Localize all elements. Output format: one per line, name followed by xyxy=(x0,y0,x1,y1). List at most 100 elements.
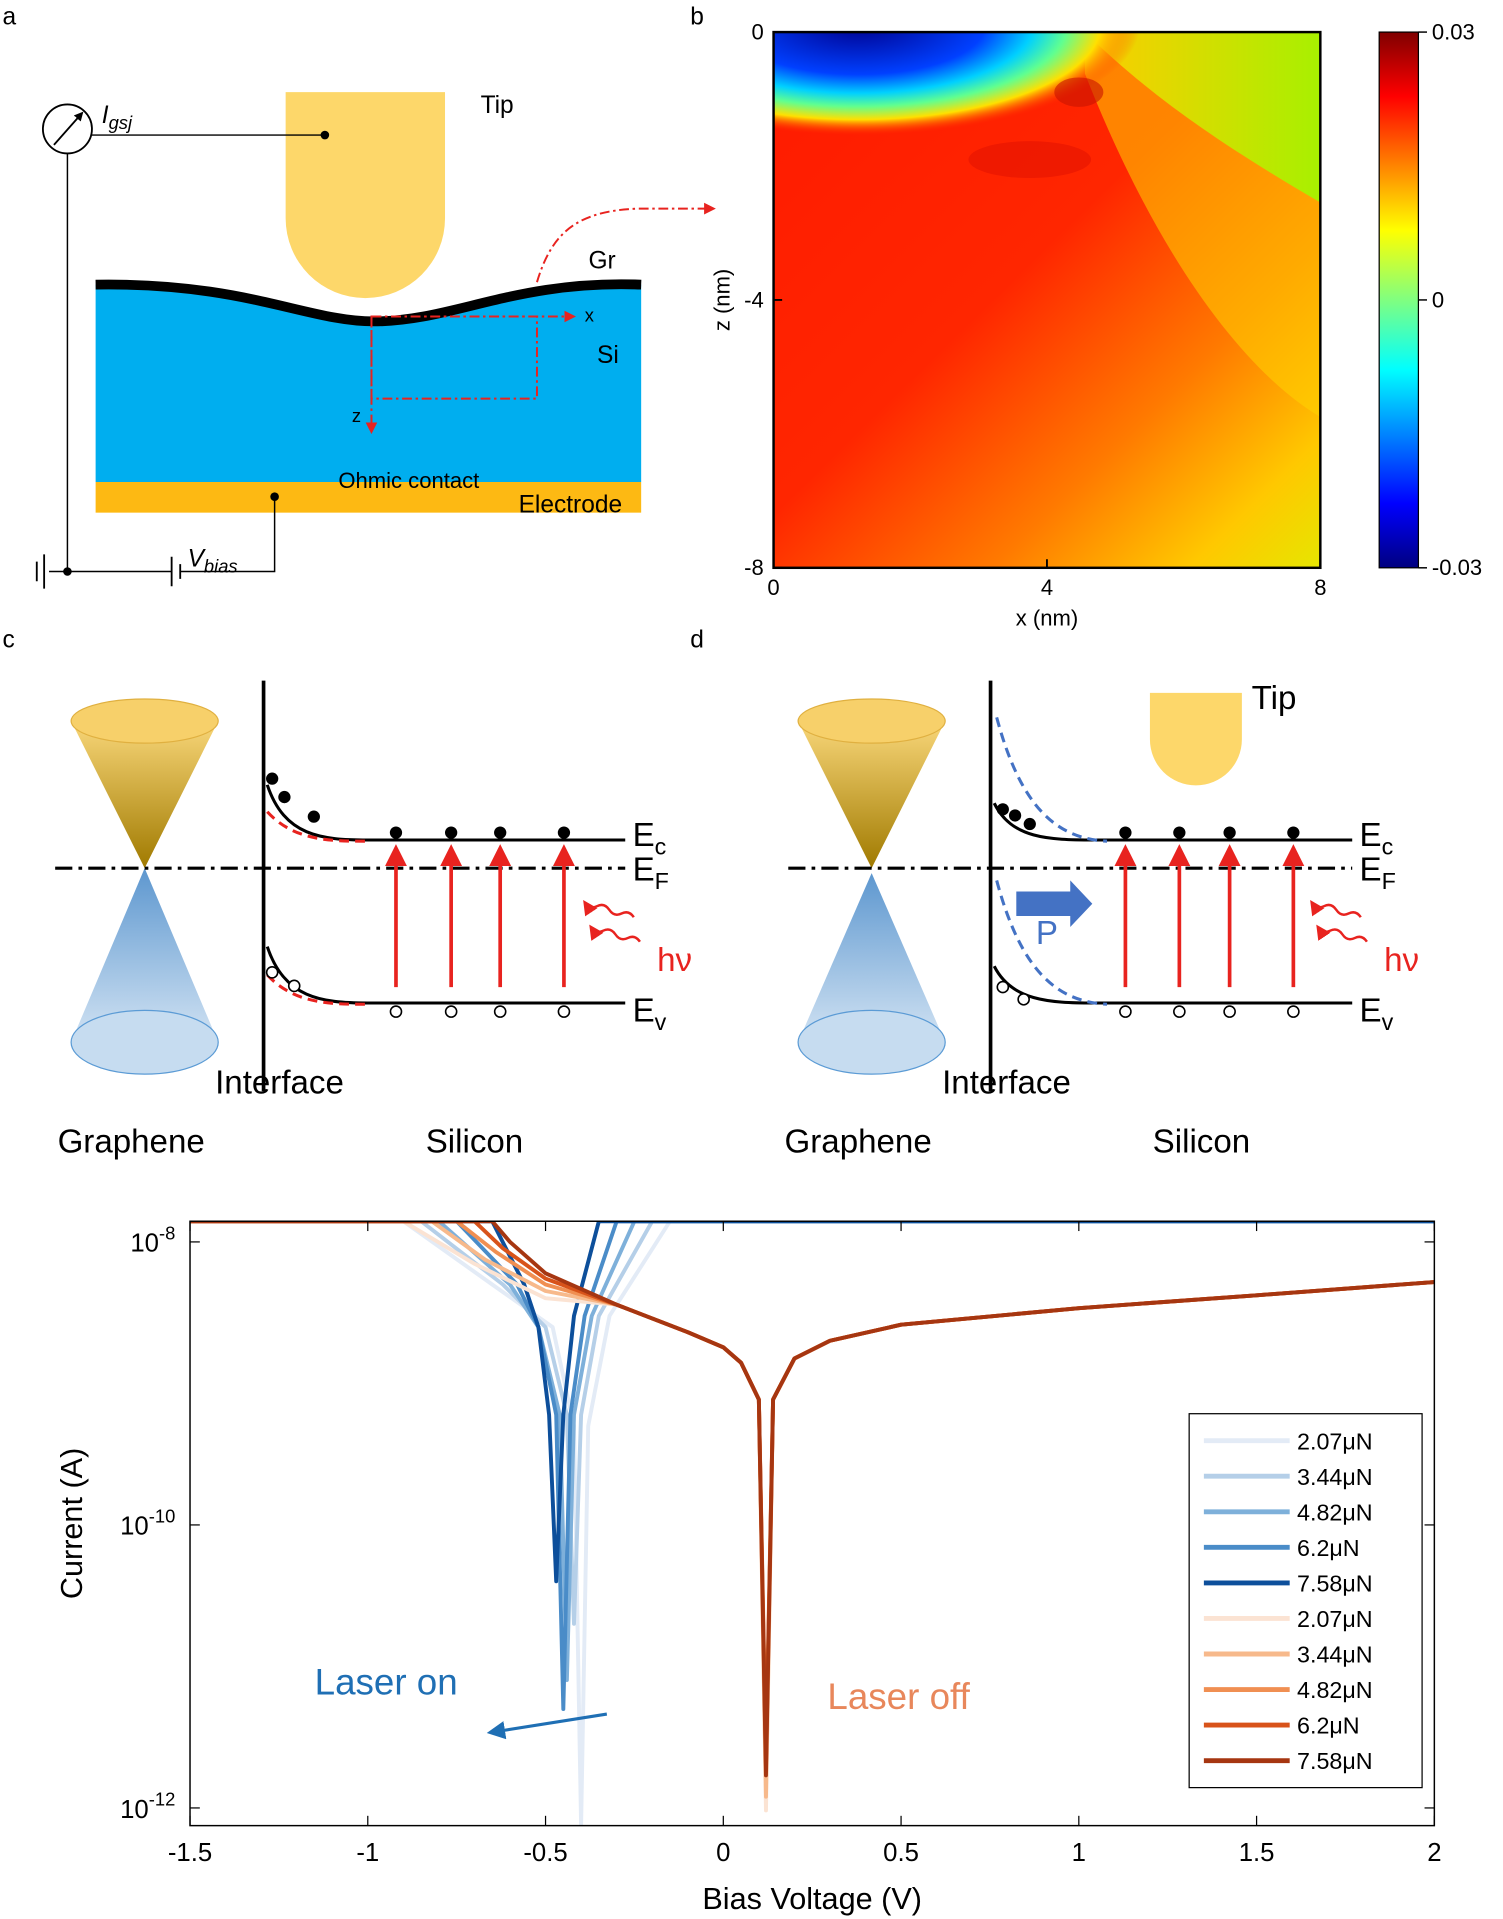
panel-e: Laser on Laser off -1.5 -1 -0.5 0 0.5 1 1.5 2 10… xyxy=(55,1220,1442,1916)
photon-label: hν xyxy=(657,942,692,979)
ec-label: Ec xyxy=(1360,817,1394,860)
tick-base: 10 xyxy=(120,1513,149,1541)
y-tick-label: 10-10 xyxy=(120,1505,175,1540)
interface-label: Interface xyxy=(215,1065,344,1102)
legend-label: 6.2μN xyxy=(1297,1535,1360,1561)
subscript: c xyxy=(655,834,667,860)
series-line xyxy=(190,1221,1435,1826)
tick-base: 10 xyxy=(130,1230,159,1258)
tip-label: Tip xyxy=(481,92,514,119)
cone-bottom xyxy=(70,1009,219,1075)
symbol: E xyxy=(633,851,655,888)
cone-lower xyxy=(798,873,946,1043)
heatmap-field xyxy=(1054,77,1104,107)
symbol: E xyxy=(1360,992,1382,1029)
symbol: V xyxy=(188,546,207,573)
photons xyxy=(583,900,641,943)
panel-d: Tip P Ec EF hν Ev Interface Graphene Sil… xyxy=(785,680,1419,1161)
tick-exponent: -10 xyxy=(149,1505,176,1526)
panel-label: b xyxy=(690,4,704,31)
silicon-label: Silicon xyxy=(1153,1124,1251,1161)
silicon-label: Silicon xyxy=(426,1124,523,1161)
ef-label: EF xyxy=(633,851,669,894)
y-tick-label: -8 xyxy=(744,555,764,580)
cone-upper xyxy=(798,721,946,869)
legend-label: 3.44μN xyxy=(1297,1464,1373,1490)
annotation-arrow xyxy=(486,1712,608,1740)
symbol: I xyxy=(102,102,109,129)
band-bend xyxy=(995,716,1108,843)
ec-label: Ec xyxy=(633,817,667,860)
excitation-arrows xyxy=(1114,844,1305,988)
symbol: E xyxy=(1360,851,1382,888)
legend-label: 6.2μN xyxy=(1297,1713,1360,1739)
photons xyxy=(1310,900,1368,943)
ef-label: EF xyxy=(1360,851,1396,894)
heatmap-field xyxy=(968,141,1092,178)
holes xyxy=(996,980,1300,1018)
x-tick-label: 2 xyxy=(1427,1839,1441,1867)
subscript: bias xyxy=(204,556,238,577)
x-axis-label: Bias Voltage (V) xyxy=(702,1882,922,1916)
y-tick-label: 0 xyxy=(751,19,763,44)
y-axis-label: z (nm) xyxy=(709,269,734,331)
x-label: x xyxy=(585,304,594,325)
panel-label: a xyxy=(2,4,16,31)
contact-dot xyxy=(320,130,330,140)
ammeter-needle xyxy=(53,111,84,146)
symbol: E xyxy=(633,992,655,1029)
y-axis-label: Current (A) xyxy=(55,1448,89,1599)
heatmap xyxy=(773,32,1321,568)
excitation-arrows xyxy=(384,844,575,988)
electrons xyxy=(266,772,571,839)
subscript: F xyxy=(655,868,669,894)
heatmap-field xyxy=(1084,32,1321,203)
panel-c: Ec EF hν Ev Interface Graphene Silicon xyxy=(55,680,692,1161)
valence-band xyxy=(265,946,626,1005)
panel-label: c xyxy=(2,626,14,653)
silicon xyxy=(95,284,642,482)
lines xyxy=(190,1221,1435,1826)
junction-dot xyxy=(63,567,72,576)
graphene-label: Gr xyxy=(588,248,615,275)
subscript: gsj xyxy=(109,112,133,133)
y-tick-label: 10-8 xyxy=(130,1222,175,1257)
legend-label: 2.07μN xyxy=(1297,1428,1373,1454)
legend-label: 4.82μN xyxy=(1297,1499,1373,1525)
electrons xyxy=(996,803,1300,839)
contact-dot xyxy=(270,492,279,501)
cone-top xyxy=(70,698,219,744)
interface-label: Interface xyxy=(942,1065,1071,1102)
colorbar xyxy=(1378,31,1420,569)
series-line xyxy=(190,1221,1435,1778)
tick-exponent: -8 xyxy=(159,1222,175,1243)
colorbar-tick-label: -0.03 xyxy=(1432,555,1482,580)
heatmap-field xyxy=(773,32,1140,136)
zoom-arrow xyxy=(536,202,716,283)
photon-label: hν xyxy=(1384,942,1419,979)
x-tick-label: 1 xyxy=(1072,1839,1086,1867)
legend-label: 4.82μN xyxy=(1297,1677,1373,1703)
x-tick-label: -1.5 xyxy=(168,1839,212,1867)
holes xyxy=(265,966,571,1018)
colorbar-tick-label: 0.03 xyxy=(1432,19,1475,44)
series-line xyxy=(190,1221,1435,1711)
x-tick-label: 8 xyxy=(1314,575,1326,600)
x-tick-label: 0 xyxy=(716,1839,730,1867)
tick-base: 10 xyxy=(120,1796,149,1824)
polarization-label: P xyxy=(1036,915,1058,952)
polarization-arrow xyxy=(1016,880,1093,928)
current-label: Igsj xyxy=(102,102,133,133)
tip-label: Tip xyxy=(1252,680,1297,717)
x-axis-label: x (nm) xyxy=(1016,605,1078,630)
panel-a: Igsj Tip Gr x Si z Ohmic contact Electro… xyxy=(35,92,716,589)
battery xyxy=(35,554,182,589)
band-bend xyxy=(995,880,1108,1006)
graphene xyxy=(95,279,642,327)
y-tick-label: -4 xyxy=(744,287,764,312)
subscript: F xyxy=(1382,868,1396,894)
symbol: E xyxy=(1360,817,1382,854)
bias-label: Vbias xyxy=(188,546,238,577)
